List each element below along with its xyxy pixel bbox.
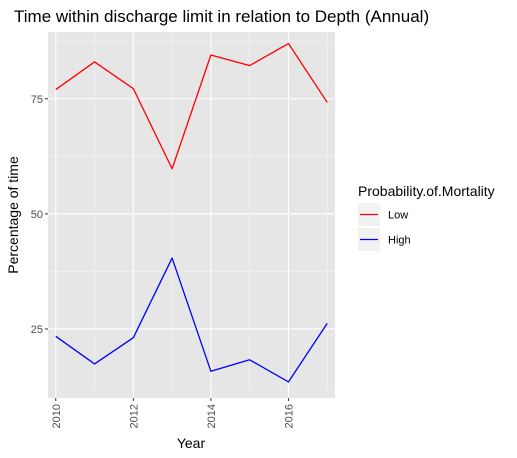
chart-title: Time within discharge limit in relation … [14,7,429,26]
legend-title: Probability.of.Mortality [358,183,495,199]
x-tick-label: 2016 [283,404,295,428]
series-layer [55,42,328,383]
legend-item-high: High [358,228,411,251]
legend-label: Low [388,210,408,222]
x-tick-label: 2012 [128,404,140,428]
plot-panel [48,32,335,398]
x-axis-title: Year [177,435,206,451]
grid-minor-lines [48,32,335,398]
y-tick-label: 75 [31,94,43,106]
legend-item-low: Low [358,203,408,226]
series-line-high [55,257,328,383]
legend: Probability.of.Mortality Low High [358,183,495,251]
series-line-low [55,42,328,170]
x-tick-label: 2010 [51,404,63,428]
legend-label: High [388,235,411,247]
y-tick-label: 25 [31,324,43,336]
x-axis: 2010 2012 2014 2016 [51,398,295,428]
legend-items: Low High [358,203,411,251]
y-tick-label: 50 [31,209,43,221]
y-axis-title: Percentage of time [5,156,21,274]
y-axis: 25 50 75 [31,94,48,336]
x-tick-label: 2014 [206,404,218,428]
